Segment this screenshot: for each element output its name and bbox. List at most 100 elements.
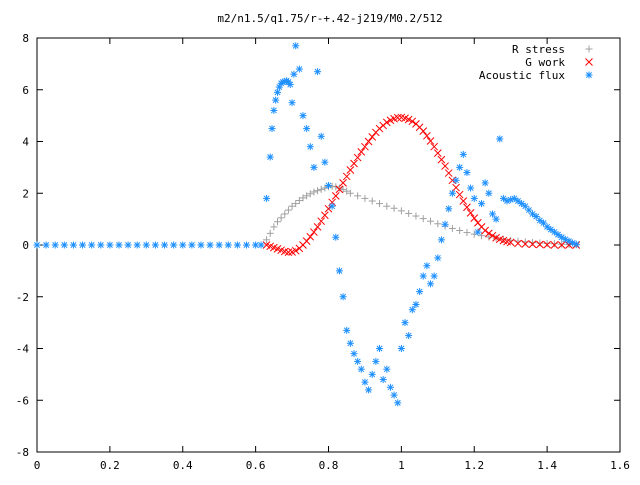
data-point: [317, 185, 325, 193]
data-point: [543, 240, 551, 249]
data-point: [423, 131, 431, 140]
data-point: [342, 172, 351, 181]
data-point: [346, 339, 354, 347]
data-point: [543, 239, 551, 247]
data-point: [295, 65, 303, 73]
y-tick-label: -2: [16, 291, 29, 304]
data-point: [197, 241, 205, 249]
data-point: [419, 215, 427, 223]
data-point: [419, 127, 428, 136]
data-point: [383, 202, 391, 210]
data-point: [386, 383, 394, 391]
data-point: [376, 200, 384, 208]
data-point: [510, 194, 518, 202]
data-point: [299, 194, 307, 202]
data-point: [299, 112, 307, 120]
data-point: [281, 210, 289, 218]
data-point: [474, 228, 482, 236]
data-point: [456, 227, 464, 235]
data-point: [215, 241, 223, 249]
data-point: [478, 200, 486, 208]
data-point: [368, 132, 377, 141]
data-point: [361, 142, 369, 151]
data-point: [42, 241, 50, 249]
data-point: [295, 196, 303, 204]
data-point: [263, 236, 271, 244]
data-point: [499, 235, 507, 243]
data-point: [284, 248, 293, 257]
data-point: [416, 288, 424, 296]
x-tick-label: 0.8: [319, 459, 339, 472]
legend-marker: [585, 58, 593, 66]
data-point: [332, 233, 340, 241]
data-point: [485, 189, 493, 197]
data-point: [514, 239, 522, 248]
data-point: [133, 241, 141, 249]
data-point: [206, 241, 214, 249]
legend-label: G work: [525, 56, 565, 69]
data-point: [397, 207, 405, 215]
data-point: [401, 319, 409, 327]
series-g-work: [262, 113, 581, 257]
data-point: [33, 241, 41, 249]
data-point: [463, 229, 471, 237]
data-point: [452, 183, 460, 192]
data-point: [69, 241, 77, 249]
data-point: [170, 241, 178, 249]
data-point: [292, 200, 300, 208]
data-point: [543, 223, 551, 231]
data-point: [376, 345, 384, 352]
data-point: [343, 187, 351, 195]
data-point: [426, 137, 435, 145]
data-point: [412, 212, 420, 220]
data-point: [441, 220, 449, 228]
data-point: [419, 272, 427, 280]
data-point: [521, 240, 530, 248]
data-point: [528, 240, 537, 249]
data-point: [423, 262, 431, 270]
data-point: [354, 192, 362, 200]
data-point: [268, 125, 276, 133]
data-point: [445, 205, 453, 213]
x-tick-label: 0: [34, 459, 41, 472]
data-point: [499, 194, 507, 202]
data-point: [331, 191, 340, 200]
data-point: [390, 204, 398, 212]
data-point: [60, 241, 68, 249]
data-point: [550, 240, 558, 248]
data-point: [365, 386, 373, 394]
data-point: [405, 332, 413, 340]
data-point: [408, 117, 417, 126]
data-point: [361, 194, 369, 202]
data-point: [394, 399, 402, 407]
data-point: [263, 194, 271, 202]
data-point: [97, 241, 105, 249]
data-point: [547, 225, 555, 233]
data-point: [106, 241, 114, 249]
data-point: [335, 185, 344, 194]
data-point: [459, 197, 468, 205]
legend-label: R stress: [512, 43, 565, 56]
data-point: [550, 241, 559, 249]
data-point: [492, 215, 500, 223]
data-point: [313, 223, 322, 231]
data-point: [339, 179, 347, 187]
x-tick-label: 0.4: [173, 459, 193, 472]
y-tick-label: 4: [22, 136, 29, 149]
data-point: [325, 181, 332, 189]
data-point: [463, 203, 471, 212]
data-point: [233, 241, 241, 249]
data-point: [51, 241, 59, 249]
data-point: [357, 365, 365, 373]
data-point: [408, 306, 416, 314]
x-tick-label: 1.6: [610, 459, 630, 472]
data-point: [346, 189, 354, 197]
x-tick-label: 1: [398, 459, 405, 472]
data-point: [444, 169, 453, 177]
data-point: [335, 184, 343, 192]
data-point: [339, 185, 347, 193]
data-point: [368, 370, 376, 378]
axes: 0 0.2 0.4 0.6 0.8 1 1.2 1.4 1.6 -8 -6 -4 -2 0 2 4 6 8: [16, 32, 630, 472]
legend-marker: [585, 45, 593, 53]
